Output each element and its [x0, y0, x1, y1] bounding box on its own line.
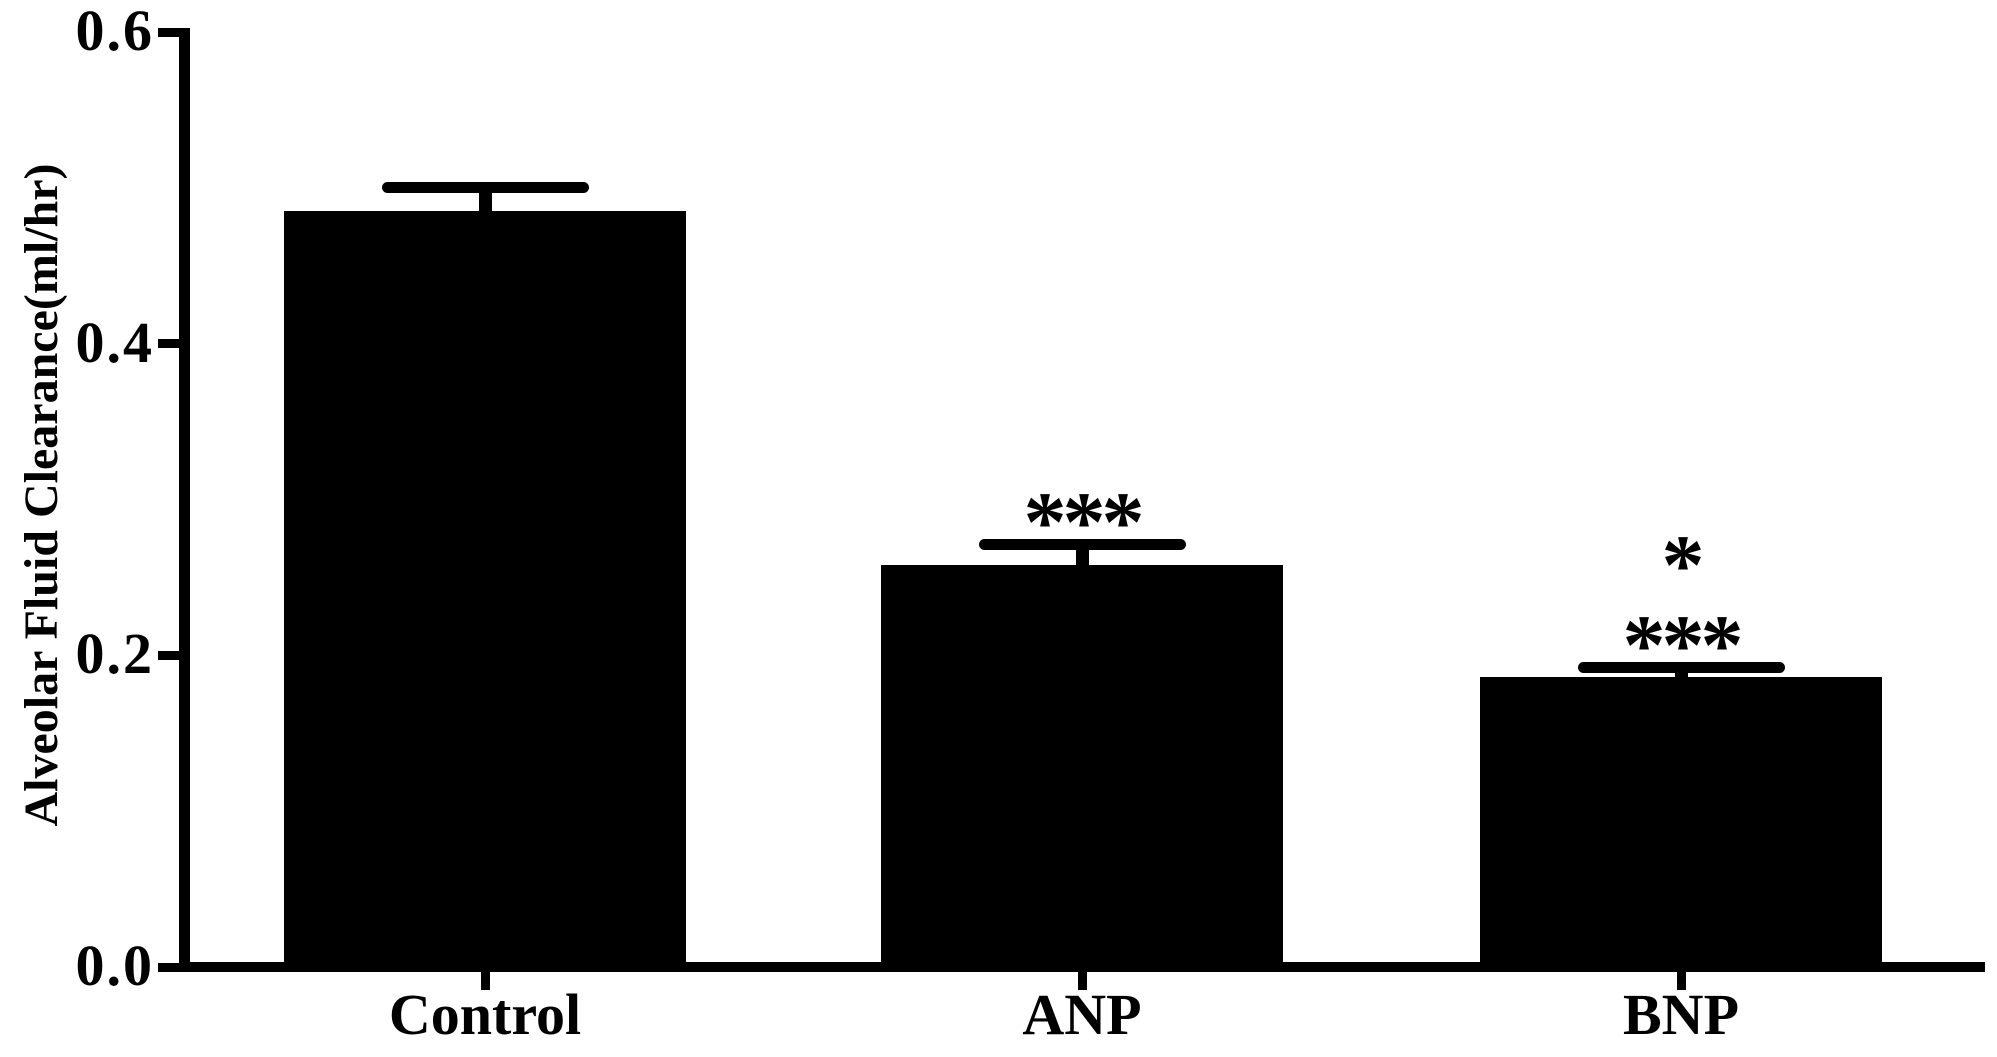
x-category-label-bnp: BNP	[1623, 982, 1739, 1047]
y-tick	[158, 339, 179, 349]
y-tick	[158, 962, 179, 972]
error-bar-cap-control	[381, 182, 589, 194]
y-tick	[158, 27, 179, 37]
y-tick-label: 0.0	[75, 933, 154, 998]
y-tick-label: 0.6	[75, 0, 154, 64]
error-bar-stem-control	[478, 187, 492, 218]
x-category-label-control: Control	[388, 982, 582, 1047]
x-tick	[1077, 972, 1087, 990]
x-tick	[480, 972, 490, 990]
bar-anp	[881, 564, 1283, 972]
y-axis-title: Alveolar Fluid Clearance(ml/hr)	[15, 163, 68, 827]
x-category-label-anp: ANP	[1022, 982, 1142, 1047]
x-tick	[1676, 972, 1686, 990]
y-tick	[158, 650, 179, 660]
error-bar-cap-anp	[978, 539, 1186, 551]
y-axis-line	[179, 28, 190, 972]
significance-annotation-bnp-0: *	[1661, 517, 1705, 614]
error-bar-stem-anp	[1075, 544, 1089, 571]
bar-bnp	[1480, 677, 1882, 972]
y-tick-label: 0.4	[75, 309, 154, 375]
y-tick-label: 0.2	[75, 621, 154, 687]
error-bar-cap-bnp	[1577, 662, 1785, 674]
significance-annotation-bnp-1: ***	[1622, 597, 1744, 694]
bar-control	[284, 211, 686, 972]
significance-annotation-anp-0: ***	[1023, 474, 1145, 571]
